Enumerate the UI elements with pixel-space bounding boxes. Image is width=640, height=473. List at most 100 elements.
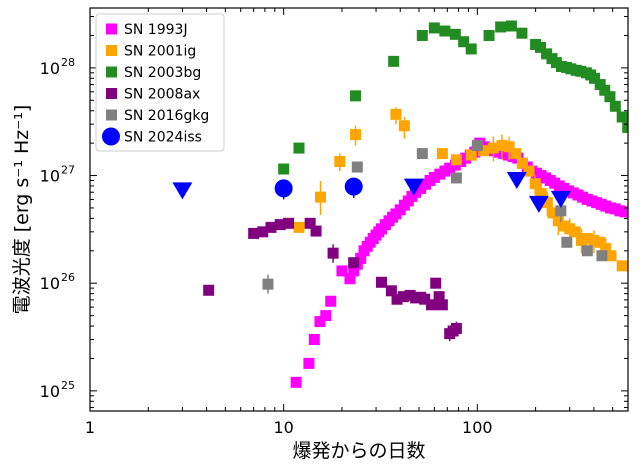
data-point [535, 41, 547, 53]
data-point [304, 217, 316, 229]
y-tick-exponent: 27 [61, 164, 75, 177]
data-point [265, 221, 277, 233]
data-point [428, 22, 440, 34]
data-point [616, 111, 628, 123]
data-point [388, 55, 400, 67]
data-point [436, 148, 448, 160]
data-point [390, 108, 402, 120]
data-point [416, 29, 428, 41]
data-point [594, 79, 606, 91]
legend-label: SN 2024iss [124, 130, 202, 146]
data-point [604, 91, 616, 103]
data-point [529, 178, 541, 190]
data-point [528, 195, 549, 213]
data-point [303, 357, 315, 369]
data-point [397, 291, 409, 303]
data-point [344, 273, 356, 285]
data-point [465, 149, 477, 161]
legend-label: SN 2008ax [124, 87, 200, 103]
data-point [555, 205, 567, 217]
x-axis-label: 爆発からの日数 [292, 440, 425, 462]
data-point [619, 206, 628, 218]
data-point [355, 252, 367, 264]
series-sn-2003bg [278, 20, 628, 175]
data-point [506, 171, 527, 189]
data-point [248, 227, 260, 239]
y-tick-label: 10 [40, 59, 60, 78]
data-point [283, 217, 295, 229]
plot-frame [89, 7, 629, 412]
data-point [552, 215, 564, 227]
data-point [575, 234, 587, 246]
data-point [569, 226, 581, 238]
data-point [510, 148, 522, 160]
legend-marker [106, 45, 117, 56]
legend-label: SN 2003bg [124, 65, 201, 81]
data-point [599, 84, 611, 96]
data-point [458, 36, 470, 48]
data-point [503, 141, 515, 153]
legend-marker [106, 23, 117, 35]
data-point [436, 299, 448, 311]
data-point [334, 156, 346, 168]
data-point [550, 190, 571, 208]
legend-item-sn-2001ig: SN 2001ig [106, 44, 196, 60]
x-tick-label: 100 [462, 418, 493, 437]
data-point [496, 140, 508, 152]
legend-item-sn-2003bg: SN 2003bg [106, 65, 201, 81]
data-point [348, 265, 360, 277]
data-point [320, 310, 332, 322]
data-point [262, 278, 274, 290]
data-point [478, 145, 490, 157]
data-point [398, 120, 410, 132]
data-point [449, 28, 461, 40]
data-point [257, 226, 269, 238]
data-point [327, 247, 339, 259]
data-point [588, 234, 600, 246]
data-point [450, 172, 462, 184]
data-point [348, 257, 360, 269]
y-tick-exponent: 28 [61, 56, 75, 69]
data-point [385, 285, 397, 297]
data-point [547, 207, 559, 219]
data-point [314, 316, 326, 328]
data-point [605, 250, 617, 262]
y-axis-label: 電波光度 [erg s⁻¹ Hz⁻¹] [11, 105, 33, 315]
data-point [516, 157, 528, 169]
data-point [594, 236, 606, 248]
data-point [465, 43, 477, 55]
data-point [471, 140, 483, 152]
data-point [561, 236, 573, 248]
series-sn-2024iss [274, 177, 363, 200]
data-point [350, 90, 362, 102]
data-point [315, 191, 327, 203]
x-tick-label: 1 [85, 418, 95, 437]
legend-label: SN 1993J [124, 22, 188, 38]
data-point [425, 299, 437, 311]
data-point [403, 178, 424, 196]
legend-item-sn-2008ax: SN 2008ax [106, 87, 200, 103]
data-point [516, 27, 528, 39]
y-tick-exponent: 26 [61, 271, 75, 284]
data-point [450, 154, 462, 166]
data-point [541, 197, 553, 209]
legend-marker [106, 88, 117, 99]
data-point [596, 250, 608, 262]
data-point [581, 233, 593, 245]
data-point [622, 121, 628, 133]
data-point [375, 276, 387, 288]
x-tick-label: 10 [273, 418, 293, 437]
data-point [416, 148, 428, 160]
data-marks [172, 20, 628, 388]
data-point [575, 65, 587, 77]
data-point [203, 284, 215, 296]
data-point [274, 219, 286, 231]
data-point [433, 291, 445, 303]
data-point [344, 177, 363, 196]
data-point [505, 20, 517, 32]
data-point [336, 265, 348, 277]
legend-item-sn-1993j: SN 1993J [106, 22, 188, 38]
data-point [523, 165, 535, 177]
y-tick-label: 10 [40, 382, 60, 401]
